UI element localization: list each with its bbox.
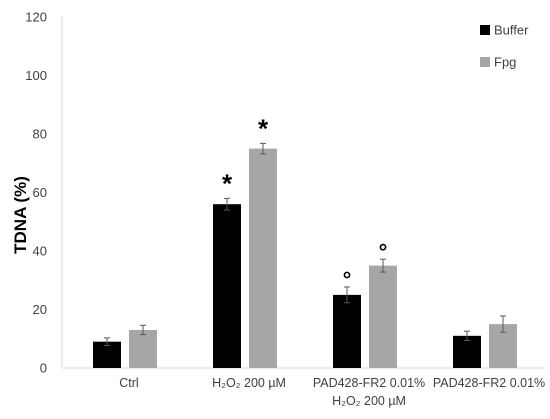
legend-label-fpg: Fpg (494, 55, 516, 70)
axes: 0 20 40 60 80 100 120 Ctrl H₂O₂ 200 µM PAD428-FR2… (25, 10, 545, 409)
bar-buffer-1 (213, 204, 241, 368)
bars (93, 142, 517, 368)
y-tick-label: 100 (25, 68, 47, 83)
y-tick-label: 80 (33, 127, 47, 142)
bar-fpg-2 (369, 265, 397, 368)
significance-star: * (222, 168, 233, 198)
x-tick-label: H₂O₂ 200 µM (212, 376, 286, 390)
y-tick-label: 60 (33, 185, 47, 200)
significance-circle (343, 271, 351, 279)
bar-buffer-3 (453, 335, 481, 368)
legend-swatch-buffer (480, 25, 490, 35)
y-tick-label: 0 (40, 361, 47, 376)
y-axis-label: TDNA (%) (11, 176, 30, 254)
legend: Buffer Fpg (480, 23, 529, 70)
bar-buffer-2 (333, 294, 361, 368)
bar-fpg-0 (129, 329, 157, 368)
bar-buffer-0 (93, 341, 121, 368)
y-tick-label: 40 (33, 244, 47, 259)
bar-fpg-1 (249, 148, 277, 368)
annotations: ** (222, 113, 387, 279)
legend-swatch-fpg (480, 57, 490, 67)
y-tick-label: 20 (33, 302, 47, 317)
significance-circle (379, 243, 387, 251)
y-tick-label: 120 (25, 10, 47, 25)
x-tick-label-line2: H₂O₂ 200 µM (332, 394, 406, 408)
x-tick-label: Ctrl (119, 376, 138, 390)
x-tick-label: PAD428-FR2 0.01% (433, 376, 545, 390)
significance-star: * (258, 113, 269, 143)
x-tick-label: PAD428-FR2 0.01% (313, 376, 425, 390)
legend-label-buffer: Buffer (494, 23, 529, 38)
